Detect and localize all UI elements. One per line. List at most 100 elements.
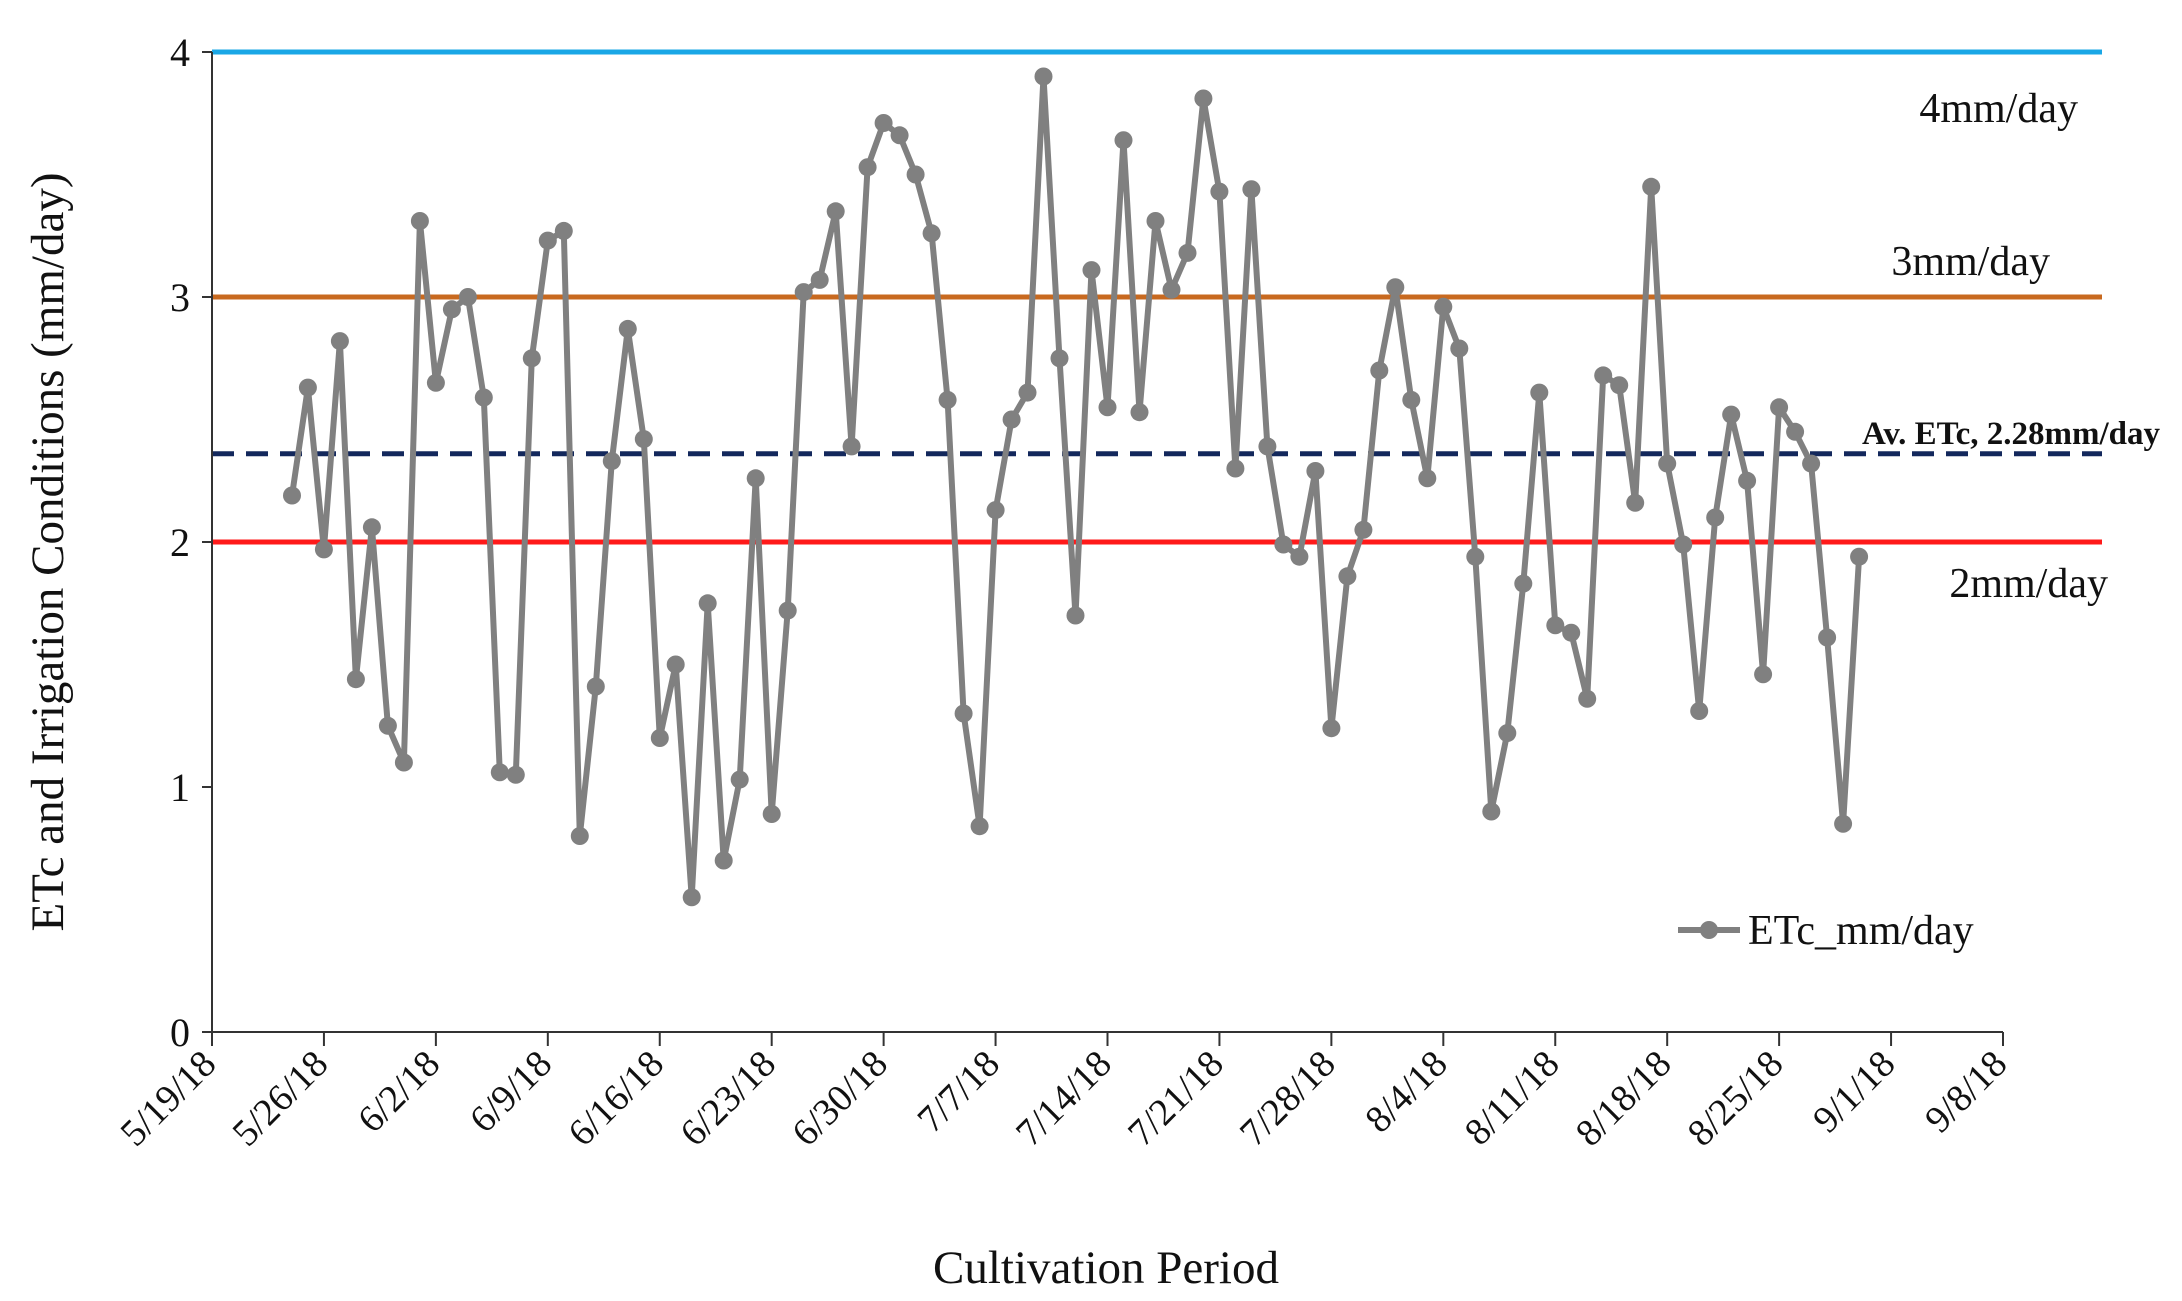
data-point — [1722, 405, 1741, 424]
data-point — [1210, 182, 1229, 201]
data-point — [1834, 814, 1853, 833]
x-tick-label: 8/18/18 — [1568, 1043, 1680, 1155]
data-point — [1786, 422, 1805, 441]
data-point — [394, 753, 413, 772]
data-point — [538, 231, 557, 250]
data-point — [1114, 131, 1133, 150]
data-point — [650, 729, 669, 747]
y-tick-label: 2 — [170, 520, 190, 565]
data-point — [1578, 689, 1597, 708]
legend: ETc_mm/day — [1678, 908, 1974, 954]
data-point — [570, 827, 589, 845]
data-point — [426, 373, 445, 392]
data-point — [586, 677, 605, 696]
x-axis-title: Cultivation Period — [933, 1242, 1279, 1294]
data-point — [826, 202, 845, 221]
data-point — [858, 158, 877, 177]
data-point — [1386, 278, 1405, 297]
x-tick-label: 8/4/18 — [1357, 1043, 1455, 1141]
3mm-label: 3mm/day — [1891, 239, 2050, 285]
reference-labels: 4mm/day 3mm/day Av. ETc, 2.28mm/day 2mm/day — [1862, 86, 2160, 607]
data-point — [746, 469, 765, 488]
data-point — [442, 300, 461, 319]
data-point — [1002, 410, 1021, 429]
data-point — [1546, 616, 1565, 635]
4mm-label: 4mm/day — [1919, 86, 2078, 132]
data-point — [1226, 459, 1245, 478]
data-point — [1018, 383, 1037, 402]
data-point — [970, 817, 989, 836]
y-tick-label: 0 — [170, 1010, 190, 1055]
legend-marker — [1700, 921, 1718, 939]
data-point — [602, 452, 621, 471]
data-point — [1514, 574, 1533, 593]
series-group — [283, 67, 1869, 907]
data-point — [954, 704, 973, 723]
data-point — [1418, 469, 1437, 488]
legend-label: ETc_mm/day — [1748, 908, 1974, 954]
data-point — [1274, 535, 1293, 554]
data-point — [986, 501, 1005, 520]
data-point — [330, 332, 349, 351]
data-point — [1674, 535, 1693, 554]
x-tick-label: 8/11/18 — [1457, 1043, 1568, 1154]
data-point — [618, 319, 637, 338]
data-point — [682, 888, 701, 907]
data-point — [1658, 454, 1677, 473]
x-tick-label: 7/7/18 — [910, 1043, 1008, 1141]
y-tick-label: 1 — [170, 765, 190, 810]
data-point — [1306, 462, 1325, 480]
data-point — [1370, 361, 1389, 380]
x-tick-label: 7/28/18 — [1232, 1043, 1344, 1155]
data-point — [1066, 606, 1085, 625]
data-point — [506, 765, 525, 784]
x-tick-label: 7/14/18 — [1008, 1043, 1120, 1155]
data-point — [410, 212, 429, 230]
data-point — [778, 601, 797, 620]
data-point — [1594, 366, 1613, 385]
data-point — [1754, 665, 1773, 684]
data-point — [1146, 212, 1165, 230]
data-point — [346, 670, 365, 689]
data-point — [1818, 628, 1837, 647]
data-point — [1034, 67, 1053, 86]
data-point — [1130, 403, 1149, 422]
data-point — [1178, 243, 1197, 262]
data-point — [298, 378, 317, 397]
data-point — [938, 390, 957, 409]
data-point — [458, 288, 477, 306]
x-tick-label: 6/9/18 — [462, 1043, 560, 1141]
data-point — [1194, 89, 1213, 108]
x-tick-label: 8/25/18 — [1680, 1043, 1792, 1155]
data-point — [1642, 177, 1661, 196]
data-point — [1338, 567, 1357, 586]
data-point — [1610, 376, 1629, 395]
data-point — [1402, 390, 1421, 409]
data-point — [1162, 280, 1181, 299]
data-point — [1258, 437, 1277, 456]
data-point — [1450, 339, 1469, 358]
data-point — [1802, 454, 1821, 473]
data-point — [890, 126, 909, 145]
2mm-label: 2mm/day — [1949, 561, 2108, 607]
x-tick-label: 5/26/18 — [224, 1043, 336, 1155]
data-point — [362, 518, 381, 537]
x-tick-label: 6/23/18 — [672, 1043, 784, 1155]
series-line — [289, 73, 1863, 901]
y-tick-label: 4 — [170, 30, 190, 75]
data-point — [1498, 724, 1517, 743]
x-ticks: 5/19/18 5/26/18 6/2/18 6/9/18 6/16/18 6/23/18… — [113, 1032, 2015, 1155]
data-point — [730, 770, 749, 789]
data-point — [554, 221, 573, 240]
data-point — [762, 805, 781, 823]
data-point — [1290, 547, 1309, 566]
x-tick-label: 6/16/18 — [560, 1043, 672, 1155]
data-point — [906, 165, 925, 184]
data-point — [1082, 261, 1101, 280]
data-point — [1626, 493, 1645, 512]
data-point — [1738, 471, 1757, 490]
data-point — [1690, 702, 1709, 720]
data-point — [1242, 180, 1261, 199]
data-point — [666, 655, 685, 674]
data-point — [378, 716, 397, 735]
